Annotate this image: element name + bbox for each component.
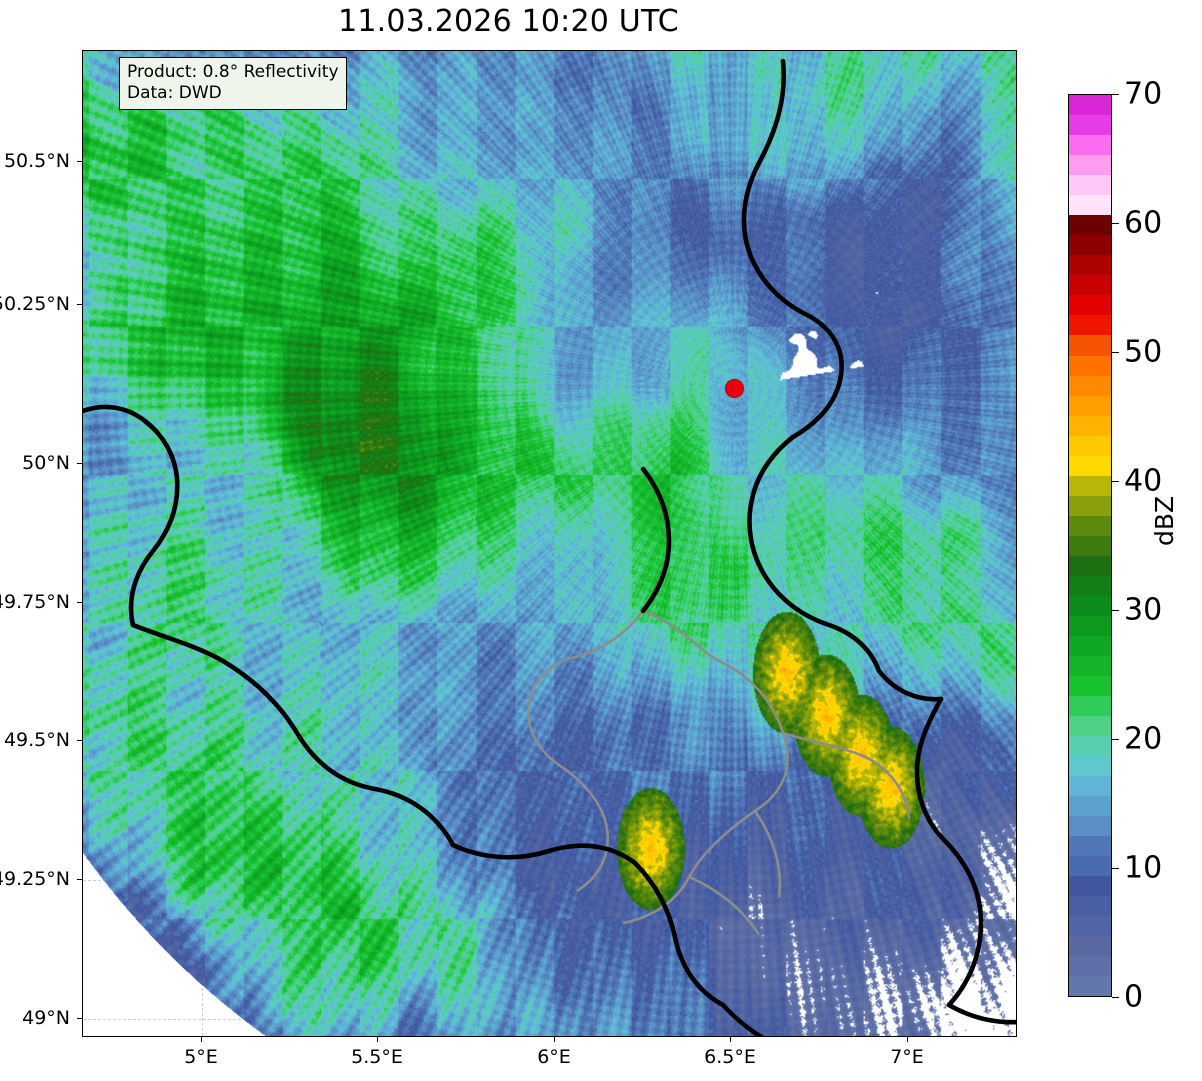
ytick xyxy=(77,1018,82,1019)
colorbar-tick xyxy=(1112,352,1119,353)
colorbar-tick xyxy=(1112,739,1119,740)
colorbar-band xyxy=(1069,695,1111,716)
colorbar-band xyxy=(1069,555,1111,576)
xtick-label: 5°E xyxy=(184,1046,218,1068)
xtick xyxy=(377,1037,378,1042)
colorbar-band xyxy=(1069,355,1111,376)
radar-site-marker[interactable] xyxy=(725,379,744,398)
ytick-label: 49°N xyxy=(22,1007,70,1029)
ytick-label: 50.25°N xyxy=(0,293,70,315)
xtick xyxy=(554,1037,555,1042)
colorbar-band xyxy=(1069,975,1111,996)
colorbar-band xyxy=(1069,215,1111,236)
colorbar-tick-label: 70 xyxy=(1124,76,1163,112)
colorbar-band xyxy=(1069,715,1111,736)
ytick-label: 49.25°N xyxy=(0,868,70,890)
admin-boundaries xyxy=(527,609,911,936)
colorbar-band xyxy=(1069,135,1111,156)
colorbar-band xyxy=(1069,515,1111,536)
colorbar-band xyxy=(1069,475,1111,496)
ytick xyxy=(77,161,82,162)
colorbar-band xyxy=(1069,955,1111,976)
ytick xyxy=(77,304,82,305)
colorbar-band xyxy=(1069,415,1111,436)
reflectivity-field xyxy=(83,51,1016,1036)
annotation-source: Data: DWD xyxy=(127,83,222,104)
colorbar-band xyxy=(1069,455,1111,476)
colorbar-band xyxy=(1069,435,1111,456)
colorbar-band xyxy=(1069,535,1111,556)
colorbar-band xyxy=(1069,935,1111,956)
radar-map-canvas: Product: 0.8° Reflectivity Data: DWD xyxy=(83,51,1016,1036)
ytick-label: 50.5°N xyxy=(3,150,70,172)
colorbar-band xyxy=(1069,575,1111,596)
colorbar-band xyxy=(1069,175,1111,196)
colorbar-band xyxy=(1069,755,1111,776)
colorbar-band xyxy=(1069,875,1111,896)
colorbar-band xyxy=(1069,815,1111,836)
xtick-label: 7°E xyxy=(890,1046,924,1068)
xtick xyxy=(907,1037,908,1042)
colorbar-tick-label: 40 xyxy=(1124,463,1163,499)
ytick xyxy=(77,463,82,464)
colorbar-band xyxy=(1069,915,1111,936)
colorbar-band xyxy=(1069,895,1111,916)
annotation-box: Product: 0.8° Reflectivity Data: DWD xyxy=(119,57,347,111)
annotation-product: Product: 0.8° Reflectivity xyxy=(127,62,339,82)
ytick xyxy=(77,879,82,880)
colorbar-band xyxy=(1069,855,1111,876)
country-borders xyxy=(83,58,1016,1036)
colorbar-band xyxy=(1069,235,1111,256)
colorbar-band xyxy=(1069,115,1111,136)
colorbar-band xyxy=(1069,295,1111,316)
colorbar-tick-label: 30 xyxy=(1124,592,1163,628)
colorbar-band xyxy=(1069,655,1111,676)
xtick xyxy=(730,1037,731,1042)
colorbar-tick xyxy=(1112,94,1119,95)
ytick-label: 49.75°N xyxy=(0,591,70,613)
colorbar-band xyxy=(1069,775,1111,796)
colorbar-band xyxy=(1069,255,1111,276)
colorbar-tick-label: 50 xyxy=(1124,334,1163,370)
ytick-label: 50°N xyxy=(22,452,70,474)
colorbar-tick xyxy=(1112,481,1119,482)
colorbar-band xyxy=(1069,615,1111,636)
colorbar-gradient xyxy=(1068,94,1112,997)
ytick-label: 49.5°N xyxy=(3,729,70,751)
colorbar-band xyxy=(1069,675,1111,696)
ytick xyxy=(77,602,82,603)
page-title: 11.03.2026 10:20 UTC xyxy=(338,4,679,39)
xtick-label: 6.5°E xyxy=(704,1046,756,1068)
colorbar-band xyxy=(1069,275,1111,296)
colorbar-band xyxy=(1069,795,1111,816)
colorbar-tick-label: 20 xyxy=(1124,721,1163,757)
colorbar-band xyxy=(1069,595,1111,616)
colorbar-band xyxy=(1069,375,1111,396)
colorbar-tick-label: 60 xyxy=(1124,205,1163,241)
colorbar[interactable]: 0 10 20 30 40 50 60 70 xyxy=(1068,77,1162,1015)
radar-map-axes[interactable]: Product: 0.8° Reflectivity Data: DWD xyxy=(82,50,1017,1037)
colorbar-band xyxy=(1069,495,1111,516)
colorbar-tick xyxy=(1112,868,1119,869)
colorbar-tick xyxy=(1112,997,1119,998)
colorbar-band xyxy=(1069,95,1111,116)
colorbar-band xyxy=(1069,195,1111,216)
colorbar-axis-label: dBZ xyxy=(1150,495,1179,546)
colorbar-band xyxy=(1069,635,1111,656)
colorbar-tick xyxy=(1112,223,1119,224)
colorbar-band xyxy=(1069,155,1111,176)
colorbar-band xyxy=(1069,735,1111,756)
xtick-label: 6°E xyxy=(537,1046,571,1068)
colorbar-band xyxy=(1069,835,1111,856)
colorbar-band xyxy=(1069,395,1111,416)
xtick-label: 5.5°E xyxy=(351,1046,403,1068)
xtick xyxy=(201,1037,202,1042)
colorbar-band xyxy=(1069,315,1111,336)
colorbar-tick xyxy=(1112,610,1119,611)
ytick xyxy=(77,740,82,741)
colorbar-tick-label: 0 xyxy=(1124,979,1144,1015)
colorbar-tick-label: 10 xyxy=(1124,850,1163,886)
colorbar-band xyxy=(1069,335,1111,356)
